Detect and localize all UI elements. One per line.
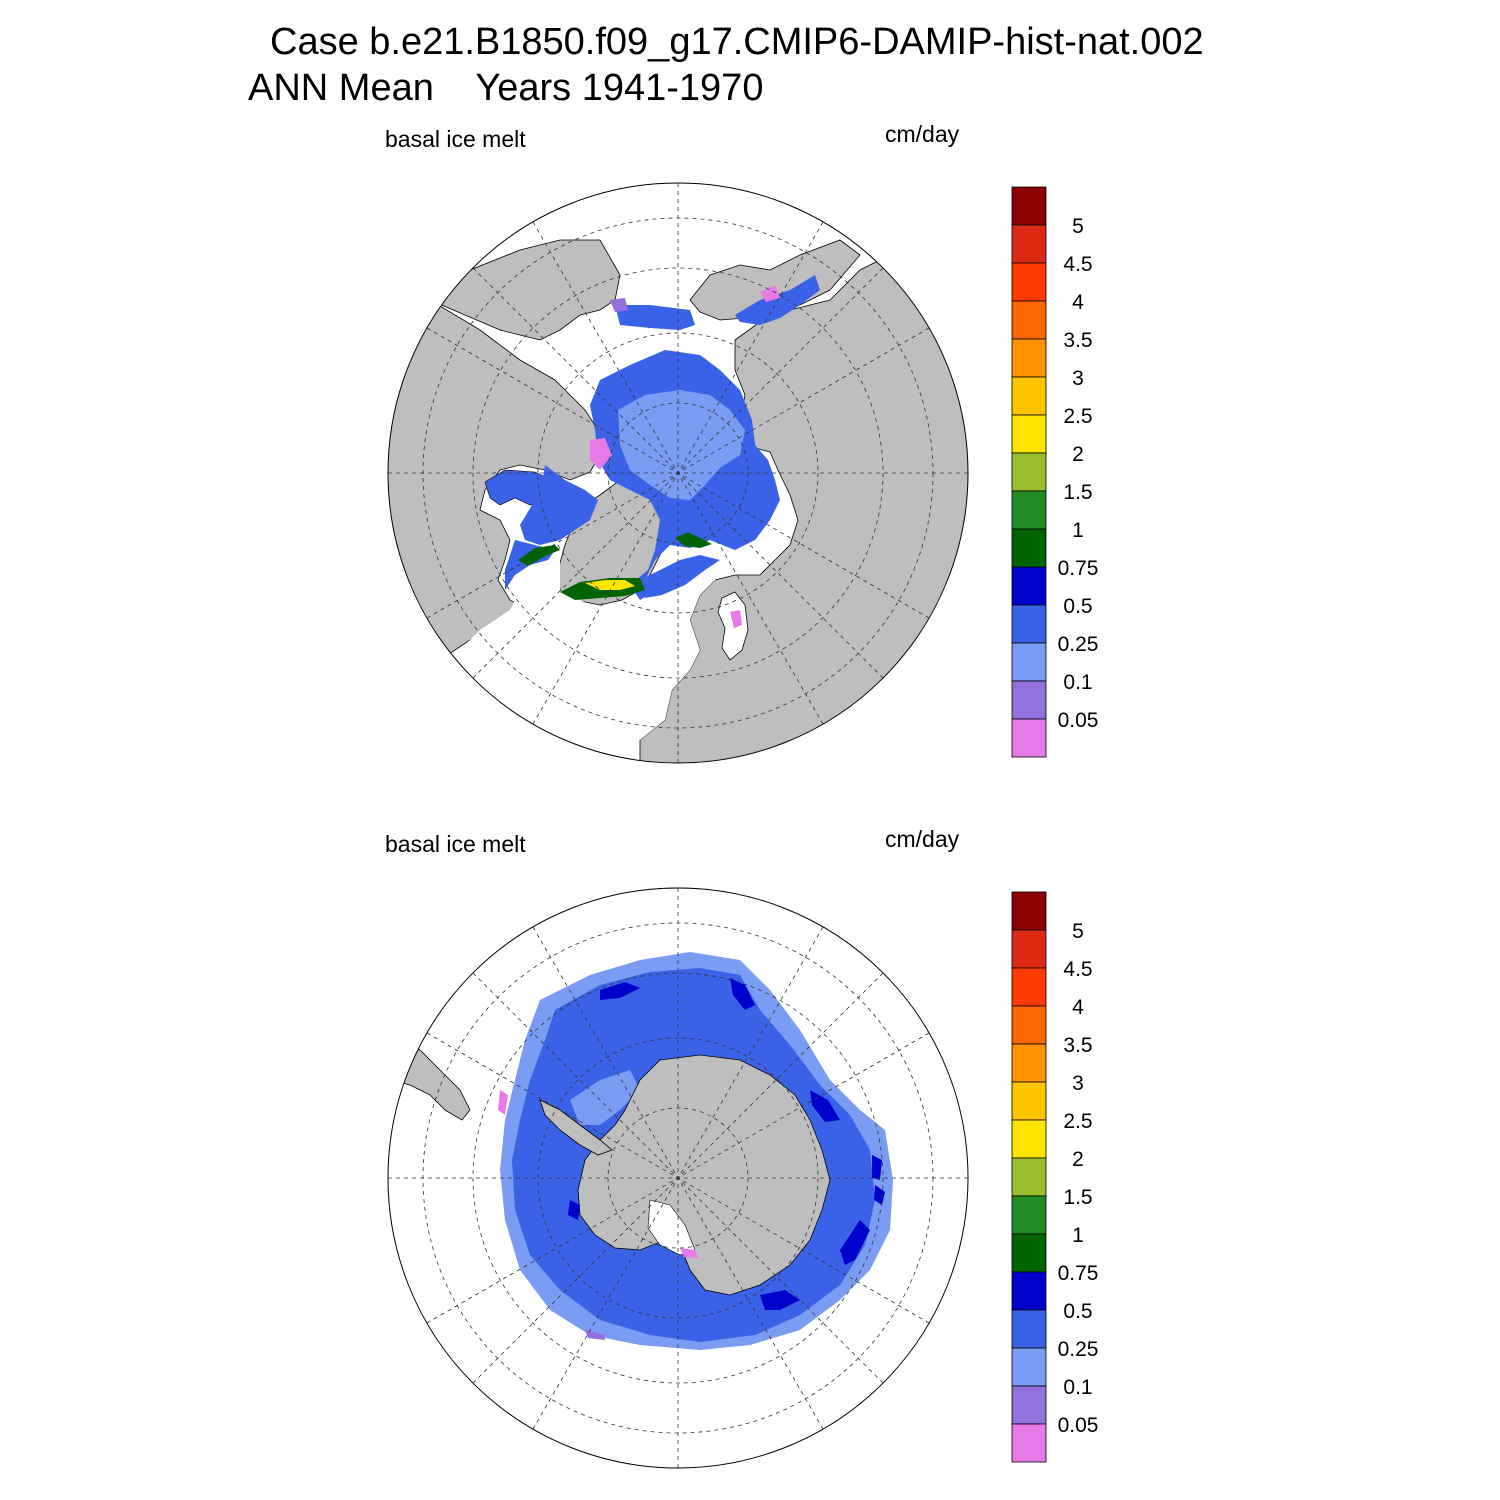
graticule-south: [388, 888, 968, 1468]
colorbar-south-swatch: [1011, 1271, 1047, 1311]
colorbar-north-tick-label: 1.5: [1063, 481, 1092, 504]
colorbar-south-tick-label: 4.5: [1063, 958, 1092, 981]
melt-low-edge-3: [498, 1090, 508, 1115]
melt-high-6: [840, 1220, 870, 1265]
colorbar-north-swatch: [1011, 490, 1047, 530]
ice-arctic-core: [618, 390, 745, 500]
colorbar-south-tick-label: 2.5: [1063, 1110, 1092, 1133]
colorbar-north-swatch: [1011, 224, 1047, 264]
water-north-atlantic: [460, 550, 730, 760]
colorbar-south-swatch: [1011, 1347, 1047, 1387]
melt-high-7: [760, 1290, 800, 1310]
colorbar-north-tick-label: 1: [1072, 519, 1084, 542]
colorbar-north-tick-label: 5: [1072, 215, 1084, 238]
colorbar-north-swatch: [1011, 528, 1047, 568]
land-antarctic-peninsula: [539, 1099, 613, 1156]
colorbar-north-tick-label: 4.5: [1063, 253, 1092, 276]
colorbar-south-swatch: [1011, 1385, 1047, 1425]
colorbar-north-swatch: [1011, 452, 1047, 492]
colorbar-north-tick-label: 0.25: [1058, 633, 1099, 656]
ice-baffin: [520, 465, 598, 545]
melt-high-2: [730, 978, 755, 1010]
graticule-north: [388, 183, 968, 763]
colorbar-south-tick-label: 3: [1072, 1072, 1084, 1095]
colorbar-north-swatch: [1011, 718, 1047, 758]
land-chukotka: [689, 239, 861, 321]
melt-high-1: [600, 982, 640, 1000]
colorbar-south-tick-label: 4: [1072, 996, 1084, 1019]
colorbar-north-swatch: [1011, 262, 1047, 302]
colorbar-south-tick-label: 0.25: [1058, 1338, 1099, 1361]
south-panel-label: basal ice melt: [385, 831, 526, 857]
colorbar-south-swatch: [1011, 1195, 1047, 1235]
colorbar-south-swatch: [1011, 929, 1047, 969]
melt-low-edge-2: [585, 1330, 605, 1340]
colorbar-south-swatch: [1011, 1423, 1047, 1463]
arctic-map: [387, 182, 969, 764]
colorbar-south-tick-label: 0.1: [1063, 1376, 1092, 1399]
colorbar-north-tick-label: 0.75: [1058, 557, 1099, 580]
melt-low-bering: [610, 298, 628, 312]
colorbar-south-swatch: [1011, 1005, 1047, 1045]
colorbar-south-tick-label: 1.5: [1063, 1186, 1092, 1209]
melt-low-okhotsk: [760, 285, 780, 302]
north-panel-label: basal ice melt: [385, 126, 526, 152]
colorbar-north-tick-label: 0.05: [1058, 709, 1099, 732]
colorbar-south-swatch: [1011, 1309, 1047, 1349]
antarctic-map: [387, 887, 969, 1469]
colorbar-north-swatch: [1011, 300, 1047, 340]
colorbar-north-tick-label: 3: [1072, 367, 1084, 390]
melt-low-archipelago: [590, 438, 612, 470]
colorbar-north-swatch: [1011, 642, 1047, 682]
colorbar-south-swatch: [1011, 1081, 1047, 1121]
plot-title-period: ANN Mean Years 1941-1970: [248, 67, 764, 109]
melt-high-5: [874, 1185, 885, 1205]
colorbar-north-swatch: [1011, 604, 1047, 644]
colorbar-north-swatch: [1011, 680, 1047, 720]
colorbar-south: 5 4.5 4 3.5 3 2.5 2 1.5 1 0.75 0.5 0.25 0.1 0.05: [1011, 891, 1099, 1463]
colorbar-south-tick-label: 5: [1072, 920, 1084, 943]
colorbar-south-tick-label: 2: [1072, 1148, 1084, 1171]
colorbar-north-tick-label: 2: [1072, 443, 1084, 466]
colorbar-south-tick-label: 1: [1072, 1224, 1084, 1247]
colorbar-south-swatch: [1011, 1157, 1047, 1197]
melt-high-svalbard: [675, 532, 712, 548]
colorbar-south-tick-label: 0.75: [1058, 1262, 1099, 1285]
colorbar-south-swatch: [1011, 1043, 1047, 1083]
colorbar-south-tick-label: 3.5: [1063, 1034, 1092, 1057]
colorbar-south-swatch: [1011, 891, 1047, 931]
colorbar-north-swatch: [1011, 338, 1047, 378]
melt-high-4: [872, 1155, 882, 1180]
colorbar-north-tick-label: 3.5: [1063, 329, 1092, 352]
colorbar-north-tick-label: 2.5: [1063, 405, 1092, 428]
colorbar-north-tick-label: 4: [1072, 291, 1084, 314]
colorbar-north-swatch: [1011, 186, 1047, 226]
ice-bering: [615, 305, 695, 330]
ice-barents: [640, 555, 720, 598]
colorbar-north-swatch: [1011, 414, 1047, 454]
colorbar-north-tick-label: 0.5: [1063, 595, 1092, 618]
melt-low-edge-1: [680, 1248, 698, 1258]
colorbar-north-swatch: [1011, 376, 1047, 416]
colorbar-south-swatch: [1011, 967, 1047, 1007]
melt-high-8: [568, 1200, 580, 1220]
colorbar-north-swatch: [1011, 566, 1047, 606]
colorbar-south-tick-label: 0.05: [1058, 1414, 1099, 1437]
colorbar-north-tick-label: 0.1: [1063, 671, 1092, 694]
plot-title-case: Case b.e21.B1850.f09_g17.CMIP6-DAMIP-his…: [270, 21, 1204, 63]
melt-high-labrador: [518, 545, 560, 566]
ice-weddell-light: [570, 1070, 640, 1125]
south-panel-units: cm/day: [885, 826, 960, 852]
melt-high-3: [810, 1090, 840, 1122]
colorbar-south-swatch: [1011, 1233, 1047, 1273]
north-panel-units: cm/day: [885, 121, 960, 147]
melt-low-baltic: [730, 610, 742, 628]
colorbar-south-swatch: [1011, 1119, 1047, 1159]
colorbar-north: 5 4.5 4 3.5 3 2.5 2 1.5 1 0.75 0.5 0.25 0.1 0.05: [1011, 186, 1099, 758]
colorbar-south-tick-label: 0.5: [1063, 1300, 1092, 1323]
